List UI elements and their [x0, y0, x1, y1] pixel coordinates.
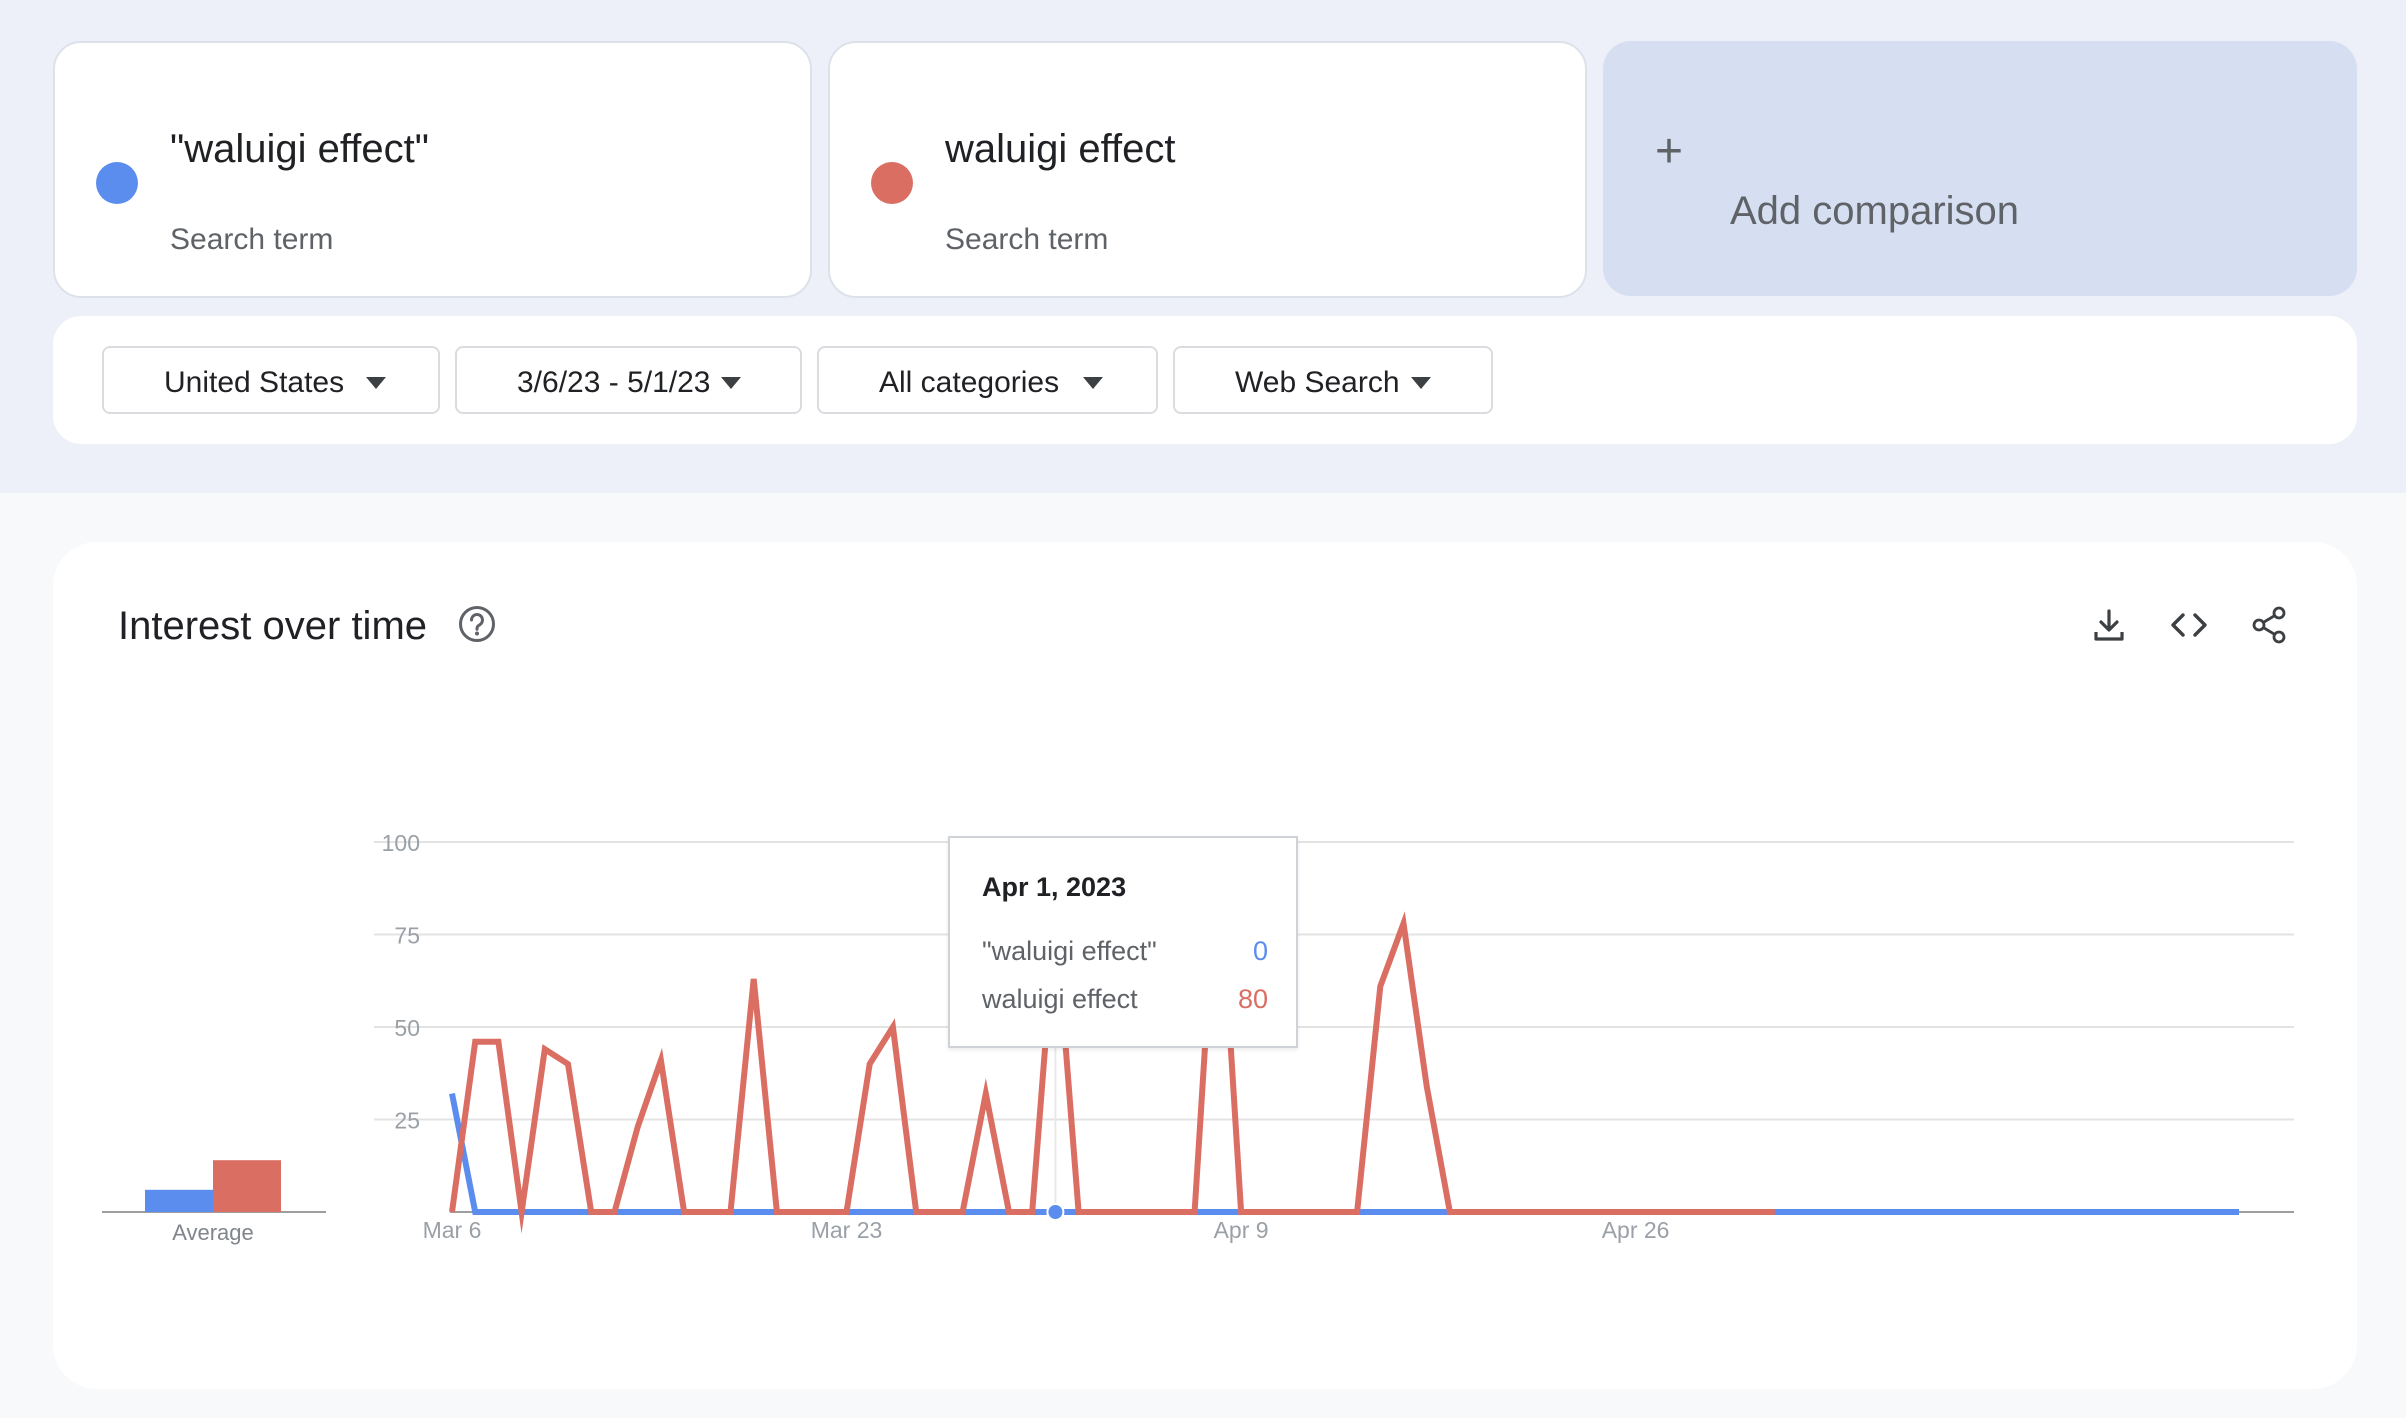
- search-term-title[interactable]: waluigi effect: [945, 127, 1176, 171]
- y-tick-label: 75: [394, 923, 420, 949]
- tooltip-date: Apr 1, 2023: [982, 872, 1127, 902]
- embed-code-icon[interactable]: [2169, 605, 2209, 645]
- add-comparison-label: Add comparison: [1730, 189, 2020, 233]
- search-term-title[interactable]: "waluigi effect": [170, 127, 429, 171]
- tooltip-row-label: "waluigi effect": [982, 936, 1157, 966]
- plus-icon: +: [1655, 125, 1684, 178]
- region-filter-label: United States: [164, 366, 345, 399]
- series-line: [449, 841, 1775, 1234]
- tooltip-row-value: 80: [1237, 984, 1268, 1014]
- chart-tooltip: Apr 1, 2023 "waluigi effect" 0 waluigi e…: [948, 836, 1298, 1048]
- tooltip-row-value: 0: [1252, 936, 1268, 966]
- search-term-type: Search term: [170, 223, 334, 256]
- average-bar: [213, 1160, 281, 1212]
- chevron-down-icon: [366, 377, 386, 389]
- search-term-card-1[interactable]: "waluigi effect" Search term: [53, 41, 812, 298]
- series-color-dot: [96, 162, 138, 204]
- highlight-point: [1046, 1203, 1065, 1221]
- category-filter[interactable]: All categories: [817, 346, 1158, 414]
- average-bar: [145, 1189, 213, 1212]
- tooltip-row: waluigi effect 80: [982, 984, 1268, 1015]
- panel-title: Interest over time: [118, 604, 428, 648]
- x-tick-label: Mar 23: [811, 1217, 883, 1243]
- x-tick-label: Mar 6: [423, 1217, 482, 1243]
- chevron-down-icon: [1411, 377, 1431, 389]
- region-filter[interactable]: United States: [102, 346, 440, 414]
- search-type-filter[interactable]: Web Search: [1173, 346, 1493, 414]
- x-tick-label: Apr 9: [1214, 1217, 1269, 1243]
- tooltip-row-label: waluigi effect: [982, 984, 1138, 1014]
- y-tick-label: 100: [382, 830, 420, 856]
- date-range-filter[interactable]: 3/6/23 - 5/1/23: [455, 346, 802, 414]
- x-tick-label: Apr 26: [1602, 1217, 1670, 1243]
- chevron-down-icon: [1083, 377, 1103, 389]
- series-color-dot: [871, 162, 913, 204]
- date-range-filter-label: 3/6/23 - 5/1/23: [517, 366, 711, 399]
- category-filter-label: All categories: [879, 366, 1060, 399]
- add-comparison-button[interactable]: + Add comparison: [1603, 41, 2357, 296]
- download-icon[interactable]: [2089, 605, 2129, 645]
- search-term-type: Search term: [945, 223, 1109, 256]
- search-term-card-2[interactable]: waluigi effect Search term: [828, 41, 1587, 298]
- share-icon[interactable]: [2249, 605, 2289, 645]
- chevron-down-icon: [721, 377, 741, 389]
- tooltip-row: "waluigi effect" 0: [982, 936, 1268, 967]
- search-type-filter-label: Web Search: [1235, 366, 1400, 399]
- help-icon[interactable]: [458, 605, 496, 643]
- y-tick-label: 50: [394, 1015, 420, 1041]
- average-label: Average: [172, 1220, 254, 1245]
- filter-bar: United States 3/6/23 - 5/1/23 All catego…: [53, 316, 2357, 444]
- y-tick-label: 25: [394, 1108, 420, 1134]
- series-line: [449, 1093, 2239, 1215]
